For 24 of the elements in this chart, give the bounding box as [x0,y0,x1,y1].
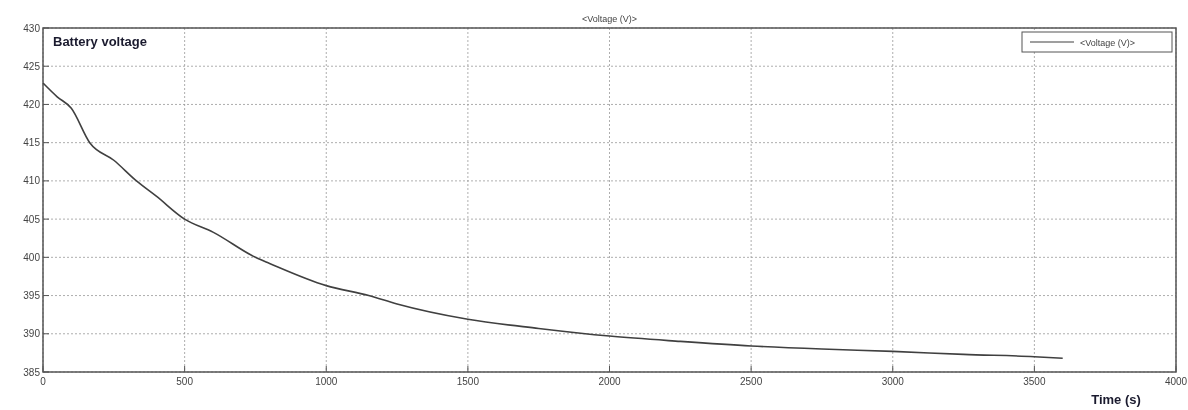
y-tick-label: 415 [23,137,41,149]
x-tick-label: 2500 [740,376,763,387]
chart-title: <Voltage (V)> [581,14,638,24]
x-tick-label: 2000 [598,376,622,387]
x-tick-label: 3000 [881,376,905,387]
y-tick-label: 405 [23,213,41,225]
y-tick-label: 430 [23,22,41,34]
y-tick-label: 425 [23,60,41,72]
y-tick-label: 410 [23,175,41,187]
legend-label: <Voltage (V)> [1080,37,1136,48]
y-tick-label: 400 [23,251,41,263]
x-tick-label: 3500 [1023,376,1046,387]
line-series [42,82,1064,360]
x-tick-label: 1500 [456,376,480,387]
x-tick-label: 4000 [1164,376,1188,387]
x-tick-label: 1000 [315,376,338,387]
x-tick-label: 0 [40,376,47,387]
y-tick-label: 390 [23,328,41,340]
y-tick-label: 420 [23,98,41,110]
y-tick-label: 395 [23,290,41,302]
y-tick-label: 385 [23,366,41,378]
annotation: Battery voltage [53,34,147,49]
x-tick-label: 500 [176,376,194,387]
x-axis-title: Time (s) [1091,392,1141,407]
